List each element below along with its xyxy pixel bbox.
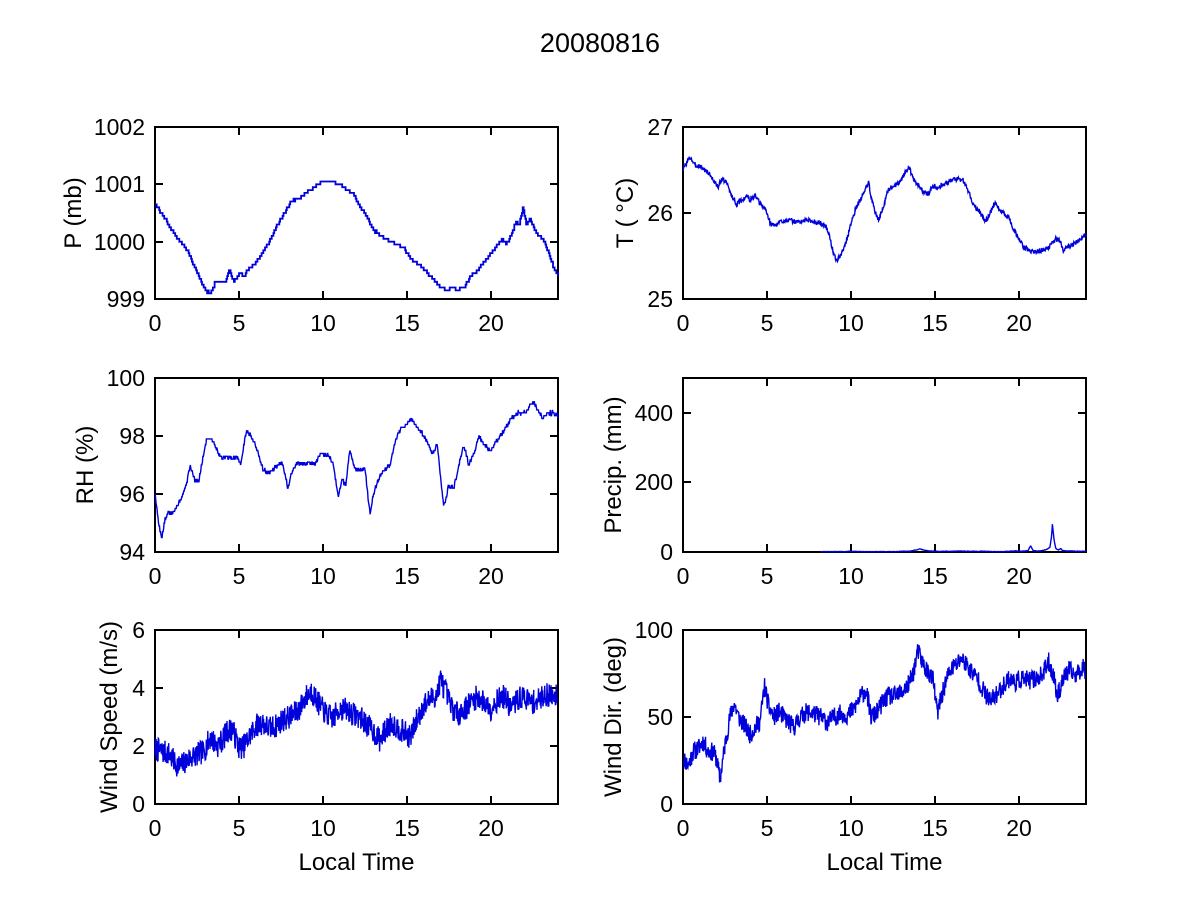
x-tick-label: 20 (478, 563, 504, 589)
x-tick-label: 0 (677, 563, 690, 589)
y-tick-label: 999 (107, 286, 145, 312)
subplot-temperature: 0 5 10 15 20 25 26 27 T ( °C) (612, 114, 1087, 336)
y-tick-label: 4 (132, 675, 145, 701)
y-tick-label: 94 (119, 539, 145, 565)
pressure-series-line (155, 180, 559, 295)
x-tick-label: 0 (149, 310, 162, 336)
x-tick-label: 5 (761, 563, 774, 589)
y-tick-label: 6 (132, 617, 145, 643)
y-axis-label: Wind Dir. (deg) (600, 637, 627, 797)
x-tick-label: 20 (478, 310, 504, 336)
axis-box (154, 377, 559, 553)
x-tick-label: 10 (310, 815, 336, 841)
x-tick-label: 20 (1006, 815, 1032, 841)
x-tick-label: 15 (922, 815, 948, 841)
x-tick-label: 10 (310, 563, 336, 589)
subplot-pressure: 0 5 10 15 20 999 1000 1001 1002 P (mb) (60, 114, 559, 336)
y-axis-label: RH (%) (72, 426, 99, 505)
x-tick-label: 10 (838, 815, 864, 841)
y-tick-label: 25 (647, 286, 673, 312)
subplot-wind-dir: 0 5 10 15 20 0 50 100 Wind Dir. (deg) Local Time (600, 617, 1087, 876)
y-tick-label: 0 (660, 791, 673, 817)
y-axis-label: Wind Speed (m/s) (96, 621, 123, 813)
x-tick-label: 0 (677, 310, 690, 336)
x-axis-label: Local Time (826, 849, 942, 876)
x-tick-label: 5 (761, 310, 774, 336)
x-tick-label: 15 (394, 563, 420, 589)
figure-title: 20080816 (539, 28, 661, 58)
y-tick-label: 26 (647, 200, 673, 226)
subplot-humidity: 0 5 10 15 20 94 96 98 100 RH (%) (72, 365, 559, 589)
x-tick-label: 15 (394, 815, 420, 841)
y-tick-label: 100 (635, 617, 673, 643)
x-tick-label: 15 (394, 310, 420, 336)
x-tick-label: 0 (677, 815, 690, 841)
wind-speed-series-line (154, 670, 559, 777)
y-axis-label: Precip. (mm) (600, 396, 627, 533)
precip-series-line (820, 524, 1086, 553)
y-tick-label: 1002 (94, 114, 145, 140)
x-tick-label: 15 (922, 563, 948, 589)
axis-box (154, 629, 559, 805)
x-tick-label: 10 (838, 310, 864, 336)
humidity-series-line (154, 401, 559, 539)
subplot-wind-speed: 0 5 10 15 20 0 2 4 6 Wind Speed (m/s) Local Time (96, 617, 559, 876)
x-tick-label: 20 (1006, 563, 1032, 589)
temperature-series-line (682, 156, 1087, 264)
y-tick-label: 1001 (94, 171, 145, 197)
x-axis-label: Local Time (298, 849, 414, 876)
y-tick-label: 2 (132, 733, 145, 759)
x-tick-label: 10 (310, 310, 336, 336)
y-tick-label: 400 (635, 400, 673, 426)
x-tick-label: 5 (233, 815, 246, 841)
y-tick-label: 200 (635, 469, 673, 495)
y-axis-label: T ( °C) (612, 178, 639, 248)
axis-box (154, 126, 559, 300)
y-tick-label: 27 (647, 114, 673, 140)
x-tick-label: 15 (922, 310, 948, 336)
x-tick-label: 0 (149, 815, 162, 841)
axis-box (682, 377, 1087, 553)
y-tick-label: 100 (107, 365, 145, 391)
y-axis-label: P (mb) (60, 177, 87, 249)
axis-box (682, 126, 1087, 300)
x-tick-label: 5 (233, 310, 246, 336)
x-tick-label: 10 (838, 563, 864, 589)
wind-dir-series-line (682, 644, 1086, 783)
y-tick-label: 50 (647, 704, 673, 730)
x-tick-label: 5 (233, 563, 246, 589)
y-tick-label: 0 (660, 539, 673, 565)
x-tick-label: 5 (761, 815, 774, 841)
x-tick-label: 20 (1006, 310, 1032, 336)
x-tick-label: 0 (149, 563, 162, 589)
y-tick-label: 1000 (94, 229, 145, 255)
y-tick-label: 98 (119, 423, 145, 449)
x-tick-label: 20 (478, 815, 504, 841)
y-tick-label: 0 (132, 791, 145, 817)
y-tick-label: 96 (119, 481, 145, 507)
